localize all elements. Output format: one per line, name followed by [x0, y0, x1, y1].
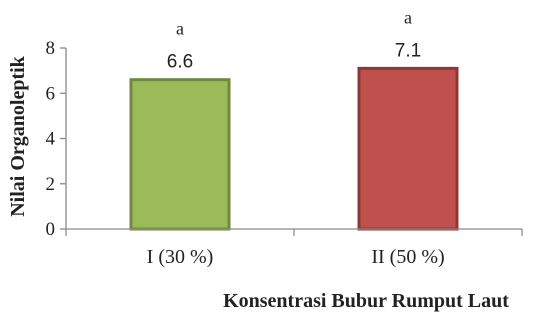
bar-2	[357, 66, 459, 231]
y-tick-label: 0	[46, 219, 56, 240]
y-tick-label: 6	[46, 83, 56, 104]
significance-letter: a	[176, 19, 184, 39]
y-axis-ticks: 0 2 4 6 8	[46, 38, 66, 240]
data-labels-layer: 6.6 a 7.1 a	[167, 7, 421, 72]
data-label: 7.1	[395, 40, 421, 61]
significance-letter: a	[404, 7, 412, 27]
x-axis-title: Konsentrasi Bubur Rumput Laut	[223, 290, 509, 312]
bar-1	[129, 78, 231, 231]
x-tick-label: I (30 %)	[147, 246, 214, 268]
data-label: 6.6	[167, 52, 193, 73]
y-tick-label: 2	[46, 174, 56, 195]
x-axis-ticks: I (30 %) II (50 %)	[65, 229, 523, 268]
y-tick-label: 4	[46, 129, 56, 150]
y-tick-label: 8	[46, 38, 56, 59]
x-tick-label: II (50 %)	[371, 246, 444, 268]
bars-layer	[129, 66, 459, 231]
y-axis-title: Nilai Organoleptik	[7, 55, 29, 216]
